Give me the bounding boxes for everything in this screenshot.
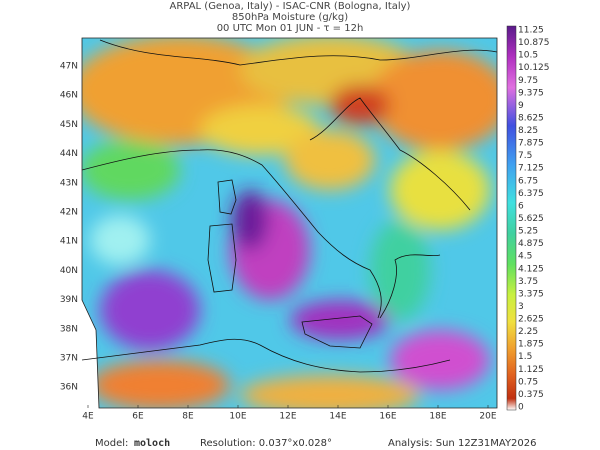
lon-label: 12E (279, 412, 296, 422)
lon-label: 16E (379, 412, 396, 422)
colorbar-label: 0.375 (518, 390, 544, 400)
lat-label: 38N (60, 324, 78, 334)
colorbar-label: 6.375 (518, 189, 544, 199)
footer-model: moloch (134, 438, 170, 449)
lon-label: 18E (429, 412, 446, 422)
colorbar-label: 3 (518, 302, 524, 312)
colorbar-label: 2.625 (518, 315, 544, 325)
colorbar-label: 1.5 (518, 352, 532, 362)
footer-model-label: Model: (95, 438, 128, 449)
colorbar-label: 5.625 (518, 214, 544, 224)
colorbar-label: 3.75 (518, 277, 538, 287)
colorbar-label: 5.25 (518, 227, 538, 237)
colorbar (506, 25, 517, 411)
lat-label: 42N (60, 208, 78, 218)
colorbar-label: 8.25 (518, 126, 538, 136)
colorbar-label: 10.125 (518, 63, 550, 73)
colorbar-label: 7.875 (518, 139, 544, 149)
colorbar-label: 2.25 (518, 327, 538, 337)
colorbar-label: 4.5 (518, 252, 532, 262)
coastlines (81, 39, 498, 373)
colorbar-label: 9.75 (518, 76, 538, 86)
header-line: 00 UTC Mon 01 JUN - τ = 12h (217, 23, 364, 34)
lat-label: 41N (60, 237, 78, 247)
colorbar-label: 4.125 (518, 264, 544, 274)
colorbar-label: 1.125 (518, 365, 544, 375)
colorbar-label: 1.875 (518, 340, 544, 350)
colorbar-label: 0.75 (518, 377, 538, 387)
lat-label: 45N (60, 120, 78, 130)
colorbar-label: 8.625 (518, 113, 544, 123)
moisture-field (82, 38, 497, 408)
colorbar-label: 6 (518, 201, 524, 211)
colorbar-label: 3.375 (518, 289, 544, 299)
lon-label: 4E (82, 412, 94, 422)
footer-resolution: Resolution: 0.037°x0.028° (200, 438, 332, 449)
colorbar-label: 9 (518, 101, 524, 111)
lat-label: 43N (60, 178, 78, 188)
lat-label: 47N (60, 62, 78, 72)
lon-label: 10E (229, 412, 246, 422)
header-line: ARPAL (Genoa, Italy) - ISAC-CNR (Bologna… (170, 1, 411, 12)
lon-label: 14E (329, 412, 346, 422)
colorbar-label: 4.875 (518, 239, 544, 249)
colorbar-label: 7.125 (518, 164, 544, 174)
colorbar-label: 6.75 (518, 176, 538, 186)
map-frame (81, 37, 498, 409)
lat-label: 39N (60, 295, 78, 305)
lon-label: 20E (479, 412, 496, 422)
lat-label: 44N (60, 149, 78, 159)
lat-label: 37N (60, 354, 78, 364)
lon-label: 6E (132, 412, 144, 422)
colorbar-label: 11.25 (518, 26, 544, 36)
colorbar-label: 10.875 (518, 38, 550, 48)
lon-label: 8E (182, 412, 194, 422)
colorbar-label: 9.375 (518, 88, 544, 98)
lat-label: 40N (60, 266, 78, 276)
colorbar-label: 7.5 (518, 151, 532, 161)
lat-label: 36N (60, 383, 78, 393)
lat-label: 46N (60, 91, 78, 101)
colorbar-label: 0 (518, 403, 524, 413)
colorbar-label: 10.5 (518, 51, 538, 61)
header-line: 850hPa Moisture (g/kg) (232, 12, 348, 23)
footer-analysis: Analysis: Sun 12Z31MAY2026 (388, 438, 537, 449)
